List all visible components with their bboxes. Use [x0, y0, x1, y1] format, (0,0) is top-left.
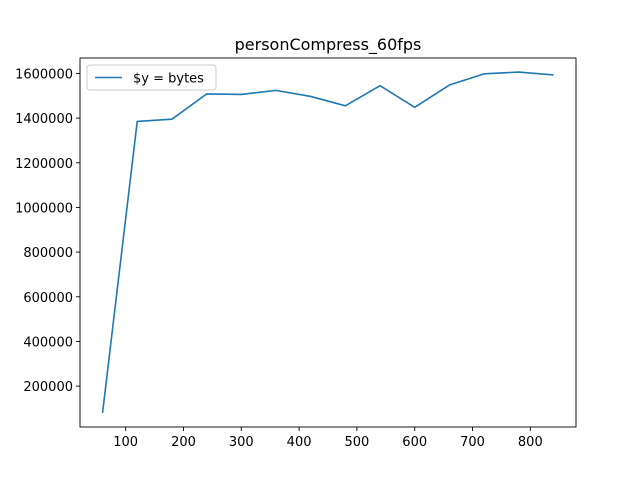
legend-label: $y = bytes	[133, 72, 204, 87]
x-tick-label: 800	[518, 435, 543, 450]
y-tick-label: 400000	[23, 335, 73, 350]
y-tick-label: 1200000	[15, 157, 73, 172]
x-tick-label: 400	[287, 435, 312, 450]
y-tick-label: 1600000	[15, 67, 73, 82]
y-tick-label: 200000	[23, 380, 73, 395]
x-tick-label: 300	[229, 435, 254, 450]
y-tick-label: 800000	[23, 246, 73, 261]
chart-title: personCompress_60fps	[235, 35, 422, 55]
x-tick-label: 100	[113, 435, 138, 450]
plot-area: 100 200 300 400 500 600 700 800 200000 400000 6000…	[15, 57, 577, 450]
y-tick-label: 600000	[23, 291, 73, 306]
legend-box	[86, 64, 217, 91]
x-tick-label: 700	[460, 435, 485, 450]
x-tick-label: 600	[402, 435, 427, 450]
y-tick-label: 1400000	[15, 112, 73, 127]
x-tick-label: 200	[171, 435, 196, 450]
x-tick-label: 500	[344, 435, 369, 450]
y-tick-label: 1000000	[15, 201, 73, 216]
series-line	[101, 71, 554, 414]
axes-frame	[79, 57, 577, 428]
